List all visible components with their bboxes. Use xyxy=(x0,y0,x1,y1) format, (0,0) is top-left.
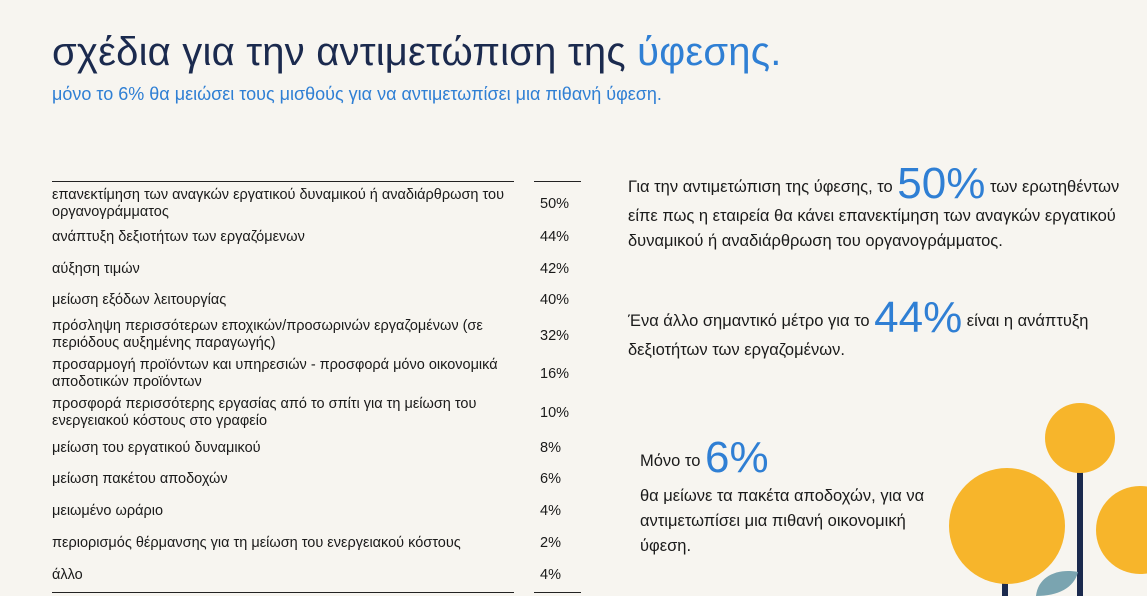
row-label: μείωση εξόδων λειτουργίας xyxy=(52,292,227,308)
title-main: σχέδια για την αντιμετώπιση της xyxy=(52,30,638,74)
row-label: περιορισμός θέρμανσης για τη μείωση του … xyxy=(52,535,461,551)
row-value: 16% xyxy=(540,366,570,382)
row-value: 2% xyxy=(540,535,561,551)
table-bottom-rule-values xyxy=(534,592,581,593)
leaf xyxy=(1036,571,1078,596)
row-label: μείωση πακέτου αποδοχών xyxy=(52,471,228,487)
row-value: 42% xyxy=(540,261,570,277)
callout-text: των ερωτηθέντων είπε πως η εταιρεία θα κ… xyxy=(628,178,1120,250)
row-value: 10% xyxy=(540,405,570,421)
row-label: άλλο xyxy=(52,567,83,583)
row-value: 32% xyxy=(540,328,570,344)
tree-canopy xyxy=(1096,486,1147,574)
row-label: αύξηση τιμών xyxy=(52,261,140,277)
callout-text: θα μείωνε τα πακέτα αποδοχών, για να αντ… xyxy=(640,487,925,555)
row-value: 8% xyxy=(540,440,561,456)
title-accent: ύφεσης. xyxy=(637,30,782,74)
row-label: μείωση του εργατικού δυναμικού xyxy=(52,440,261,456)
row-label: ανάπτυξη δεξιοτήτων των εργαζόμενων xyxy=(52,229,305,245)
row-value: 4% xyxy=(540,567,561,583)
row-value: 6% xyxy=(540,471,561,487)
callout-text: Για την αντιμετώπιση της ύφεσης, το xyxy=(628,178,898,196)
callout-50: Για την αντιμετώπιση της ύφεσης, το 50% … xyxy=(628,162,1128,254)
tree-canopy xyxy=(949,468,1065,584)
page-title: σχέδια για την αντιμετώπιση της ύφεσης. xyxy=(52,30,782,75)
callout-text: είναι η ανάπτυξη δεξιοτήτων των εργαζομέ… xyxy=(628,312,1089,359)
decorative-trees-icon xyxy=(949,403,1147,596)
row-label: μειωμένο ωράριο xyxy=(52,503,164,519)
table-bottom-rule xyxy=(52,592,514,593)
page-subtitle: μόνο το 6% θα μειώσει τους μισθούς για ν… xyxy=(52,84,662,104)
tree-trunk xyxy=(1077,452,1083,596)
row-label: επανεκτίμηση των αναγκών εργατικού δυναμ… xyxy=(52,187,504,220)
row-value: 4% xyxy=(540,503,561,519)
callout-line: Μόνο το 6% xyxy=(640,436,940,480)
callout-big-number: 6% xyxy=(704,433,769,482)
row-value: 44% xyxy=(540,229,570,245)
callout-6: Μόνο το 6% θα μείωνε τα πακέτα αποδοχών,… xyxy=(640,436,940,559)
callout-big-number: 50% xyxy=(897,159,986,208)
callout-text: Μόνο το xyxy=(640,452,705,470)
row-label: πρόσληψη περισσότερων εποχικών/προσωρινώ… xyxy=(52,318,483,351)
callout-big-number: 44% xyxy=(874,293,963,342)
row-label: προσφορά περισσότερης εργασίας από το σπ… xyxy=(52,396,477,429)
table-top-rule xyxy=(52,181,514,182)
table-top-rule-values xyxy=(534,181,581,182)
callout-44: Ένα άλλο σημαντικό μέτρο για το 44% είνα… xyxy=(628,296,1128,363)
row-value: 50% xyxy=(540,196,570,212)
tree-canopy xyxy=(1045,403,1115,473)
callout-text: Ένα άλλο σημαντικό μέτρο για το xyxy=(628,312,875,330)
row-value: 40% xyxy=(540,292,570,308)
row-label: προσαρμογή προϊόντων και υπηρεσιών - προ… xyxy=(52,357,498,390)
